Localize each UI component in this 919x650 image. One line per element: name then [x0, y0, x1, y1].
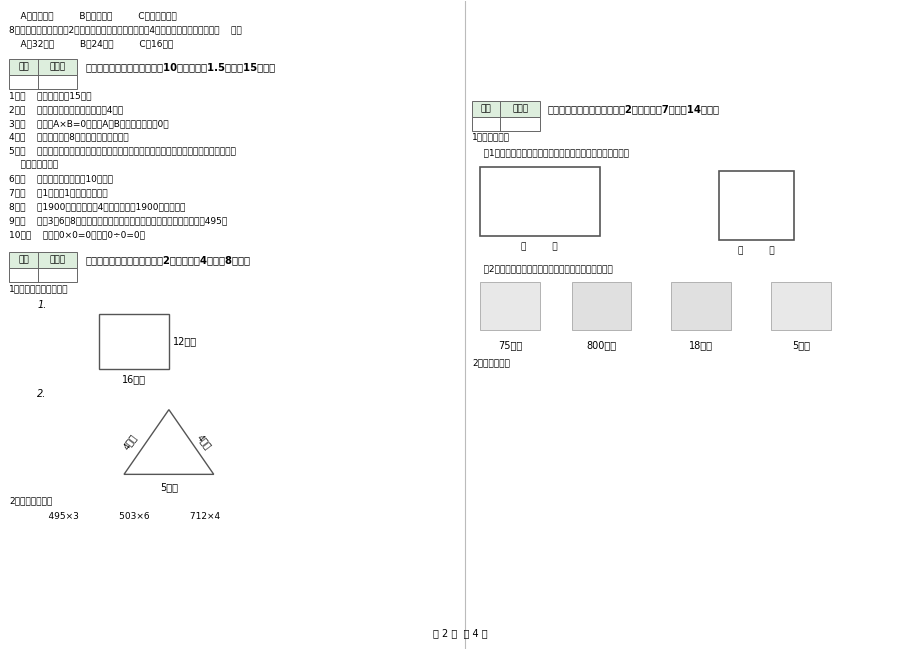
Bar — [480, 166, 599, 237]
Text: 第 2 页  共 4 页: 第 2 页 共 4 页 — [432, 629, 487, 639]
Text: 评卷人: 评卷人 — [512, 105, 528, 114]
Text: （         ）: （ ） — [737, 246, 774, 255]
Text: 495×3              503×6              712×4: 495×3 503×6 712×4 — [38, 512, 221, 521]
Text: 1、（    ）李老师身高15米。: 1、（ ）李老师身高15米。 — [9, 91, 92, 100]
Text: 四、看清题目，细心计算（共2小题，每题4分，共8分）。: 四、看清题目，细心计算（共2小题，每题4分，共8分）。 — [85, 255, 250, 265]
Text: 得分: 得分 — [18, 62, 28, 72]
Text: 16厘米: 16厘米 — [122, 374, 146, 383]
Text: 4、（    ）一个两位乘8，积一定也是两为数。: 4、（ ）一个两位乘8，积一定也是两为数。 — [9, 133, 129, 142]
Text: 1.: 1. — [38, 300, 47, 310]
Text: 7、（    ）1吨铁与1吨棉花一样重。: 7、（ ）1吨铁与1吨棉花一样重。 — [9, 188, 108, 198]
Text: 5分米: 5分米 — [160, 482, 177, 492]
Text: （1）、量出下面各图形中每条边的长度。（以毫米为单位）: （1）、量出下面各图形中每条边的长度。（以毫米为单位） — [471, 149, 629, 158]
Text: 5千米: 5千米 — [791, 340, 809, 350]
Text: 评卷人: 评卷人 — [50, 256, 65, 265]
Text: 2、（    ）正方形的周长是它的边长的4倍。: 2、（ ）正方形的周长是它的边长的4倍。 — [9, 105, 123, 114]
Text: 2、估算并计算。: 2、估算并计算。 — [9, 496, 52, 505]
Text: 形的周长相等。: 形的周长相等。 — [9, 161, 59, 170]
Bar — [9, 268, 77, 282]
Text: 三、仔细推敲，正确判断（共10小题，每题1.5分，共15分）。: 三、仔细推敲，正确判断（共10小题，每题1.5分，共15分）。 — [85, 62, 275, 72]
Text: 4分米: 4分米 — [121, 433, 139, 451]
Text: 2.: 2. — [38, 389, 47, 398]
Bar — [99, 314, 169, 369]
Bar — [9, 75, 77, 89]
Bar — [471, 117, 539, 131]
Bar — [480, 282, 539, 330]
Text: （         ）: （ ） — [521, 242, 558, 252]
Text: 得分: 得分 — [481, 105, 491, 114]
Bar — [471, 101, 539, 117]
Bar — [719, 171, 793, 240]
Text: 8、（    ）1900年的年份数是4的倍数，所以1900年是闰年。: 8、（ ）1900年的年份数是4的倍数，所以1900年是闰年。 — [9, 203, 186, 211]
Bar — [770, 282, 830, 330]
Polygon shape — [124, 410, 213, 474]
Text: 评卷人: 评卷人 — [50, 62, 65, 72]
Text: 五、认真思考，综合能力（共2小题，每题7分，共14分）。: 五、认真思考，综合能力（共2小题，每题7分，共14分）。 — [547, 104, 719, 114]
Text: 5、（    ）用同一条铁丝先围成一个最大的正方形，再围成一个最大的长方形，长方形和正方: 5、（ ）用同一条铁丝先围成一个最大的正方形，再围成一个最大的长方形，长方形和正… — [9, 147, 236, 156]
Text: 3、（    ）如果A×B=0，那么A和B中至少有一个是0。: 3、（ ）如果A×B=0，那么A和B中至少有一个是0。 — [9, 119, 169, 128]
Text: 6、（    ）小明家客厅面积是10公顷。: 6、（ ）小明家客厅面积是10公顷。 — [9, 175, 113, 184]
Text: A、32厘米         B、24厘米         C、16厘米: A、32厘米 B、24厘米 C、16厘米 — [9, 39, 174, 48]
Text: 12厘米: 12厘米 — [173, 337, 197, 346]
Text: 8、一个正方形的边长是2厘米，现在将边长扩大到原来的4倍，现在正方形的周长是（    ）。: 8、一个正方形的边长是2厘米，现在将边长扩大到原来的4倍，现在正方形的周长是（ … — [9, 25, 242, 34]
Text: 得分: 得分 — [18, 256, 28, 265]
Text: 9、（    ）用3、6、8这三个数字组成的最大三位数与最小三位数，它们相差495。: 9、（ ）用3、6、8这三个数字组成的最大三位数与最小三位数，它们相差495。 — [9, 216, 227, 226]
Text: （2）、把每小时行的路程与合适的出行方式连起来。: （2）、把每小时行的路程与合适的出行方式连起来。 — [471, 265, 612, 273]
Text: A、开关抽屉         B、打开瓶盖         C、转动的风车: A、开关抽屉 B、打开瓶盖 C、转动的风车 — [9, 11, 177, 20]
Text: 1、实践操作：: 1、实践操作： — [471, 133, 509, 142]
Bar — [9, 252, 77, 268]
Bar — [571, 282, 630, 330]
Text: 2、看图填空：: 2、看图填空： — [471, 358, 509, 367]
Bar — [671, 282, 731, 330]
Bar — [9, 59, 77, 75]
Text: 10、（    ）因为0×0=0，所以0÷0=0。: 10、（ ）因为0×0=0，所以0÷0=0。 — [9, 230, 145, 239]
Text: 18千米: 18千米 — [688, 340, 712, 350]
Text: 4分米: 4分米 — [195, 433, 212, 451]
Text: 1、求下面图形的周长。: 1、求下面图形的周长。 — [9, 284, 69, 293]
Text: 800千米: 800千米 — [586, 340, 616, 350]
Text: 75千米: 75千米 — [497, 340, 521, 350]
